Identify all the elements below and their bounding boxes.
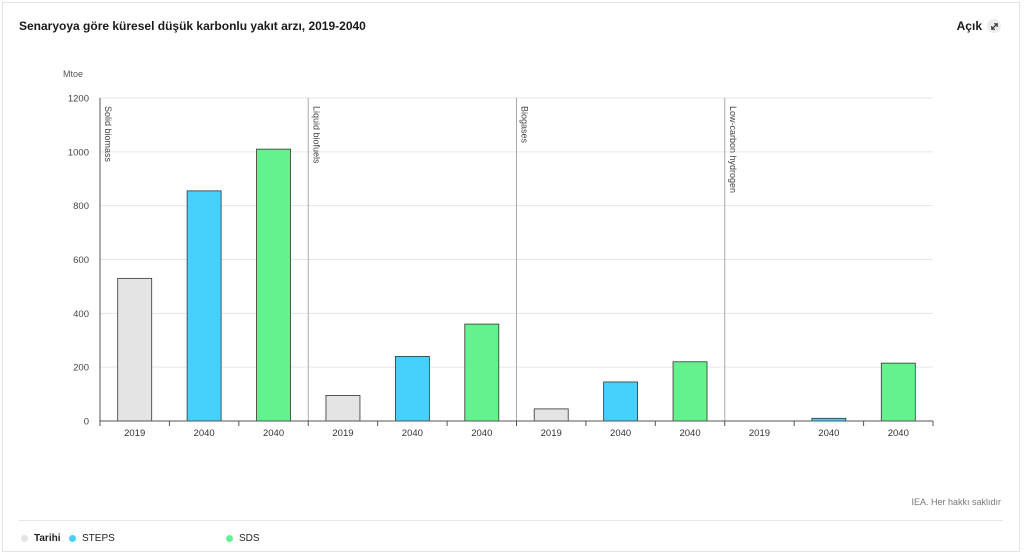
bar: [880, 362, 916, 422]
legend-label: STEPS: [82, 533, 115, 544]
open-button[interactable]: Açık: [957, 19, 1001, 33]
bar: [464, 323, 500, 422]
legend-item-sds[interactable]: SDS: [226, 533, 260, 544]
legend-label: SDS: [239, 533, 260, 544]
legend-divider: [19, 520, 1003, 521]
x-tick-label: 2019: [332, 428, 353, 439]
bar: [672, 361, 708, 422]
group-label: Solid biomass: [103, 106, 113, 163]
legend-item-steps[interactable]: STEPS: [69, 533, 115, 544]
x-tick-label: 2019: [541, 428, 562, 439]
bar: [256, 148, 291, 422]
legend-label: Tarihi: [34, 533, 61, 544]
x-tick-label: 2040: [194, 428, 215, 439]
bar: [394, 355, 430, 422]
y-tick-label: 1200: [68, 94, 89, 105]
y-tick-label: 800: [73, 201, 89, 212]
legend-marker: [69, 535, 76, 542]
source-note: IEA. Her hakkı saklıdır: [911, 497, 1001, 507]
open-label: Açık: [956, 19, 982, 33]
bar: [186, 190, 222, 422]
legend-marker: [226, 535, 233, 542]
x-tick-label: 2040: [263, 428, 284, 439]
bar: [325, 395, 361, 422]
y-tick-label: 400: [73, 309, 89, 320]
chart-title: Senaryoya göre küresel düşük karbonlu ya…: [19, 19, 366, 33]
x-tick-label: 2040: [888, 428, 909, 439]
group-label: Low-carbon hydrogen: [728, 106, 738, 193]
x-tick-label: 2019: [749, 428, 770, 439]
y-tick-label: 600: [73, 255, 89, 266]
group-label: Biogases: [520, 106, 530, 144]
x-tick-label: 2040: [679, 428, 700, 439]
y-tick-label: 200: [73, 363, 89, 374]
expand-icon: [987, 19, 1001, 33]
x-tick-label: 2040: [471, 428, 492, 439]
x-tick-label: 2019: [124, 428, 145, 439]
x-tick-label: 2040: [402, 428, 423, 439]
bar-chart: Mtoe 0 200 400 600 800 1000 1200 Solid biomass 20…: [63, 69, 934, 439]
legend-marker: [21, 535, 28, 542]
y-axis-label: Mtoe: [63, 69, 83, 79]
y-tick-label: 1000: [68, 147, 89, 158]
x-tick-label: 2040: [610, 428, 631, 439]
y-tick-label: 0: [84, 417, 89, 428]
x-tick-label: 2040: [818, 428, 839, 439]
legend-item-tarihi[interactable]: Tarihi: [21, 533, 60, 544]
group-label: Liquid biofuels: [311, 106, 321, 164]
bar: [117, 277, 153, 422]
bar: [533, 408, 569, 422]
bar: [603, 381, 639, 422]
